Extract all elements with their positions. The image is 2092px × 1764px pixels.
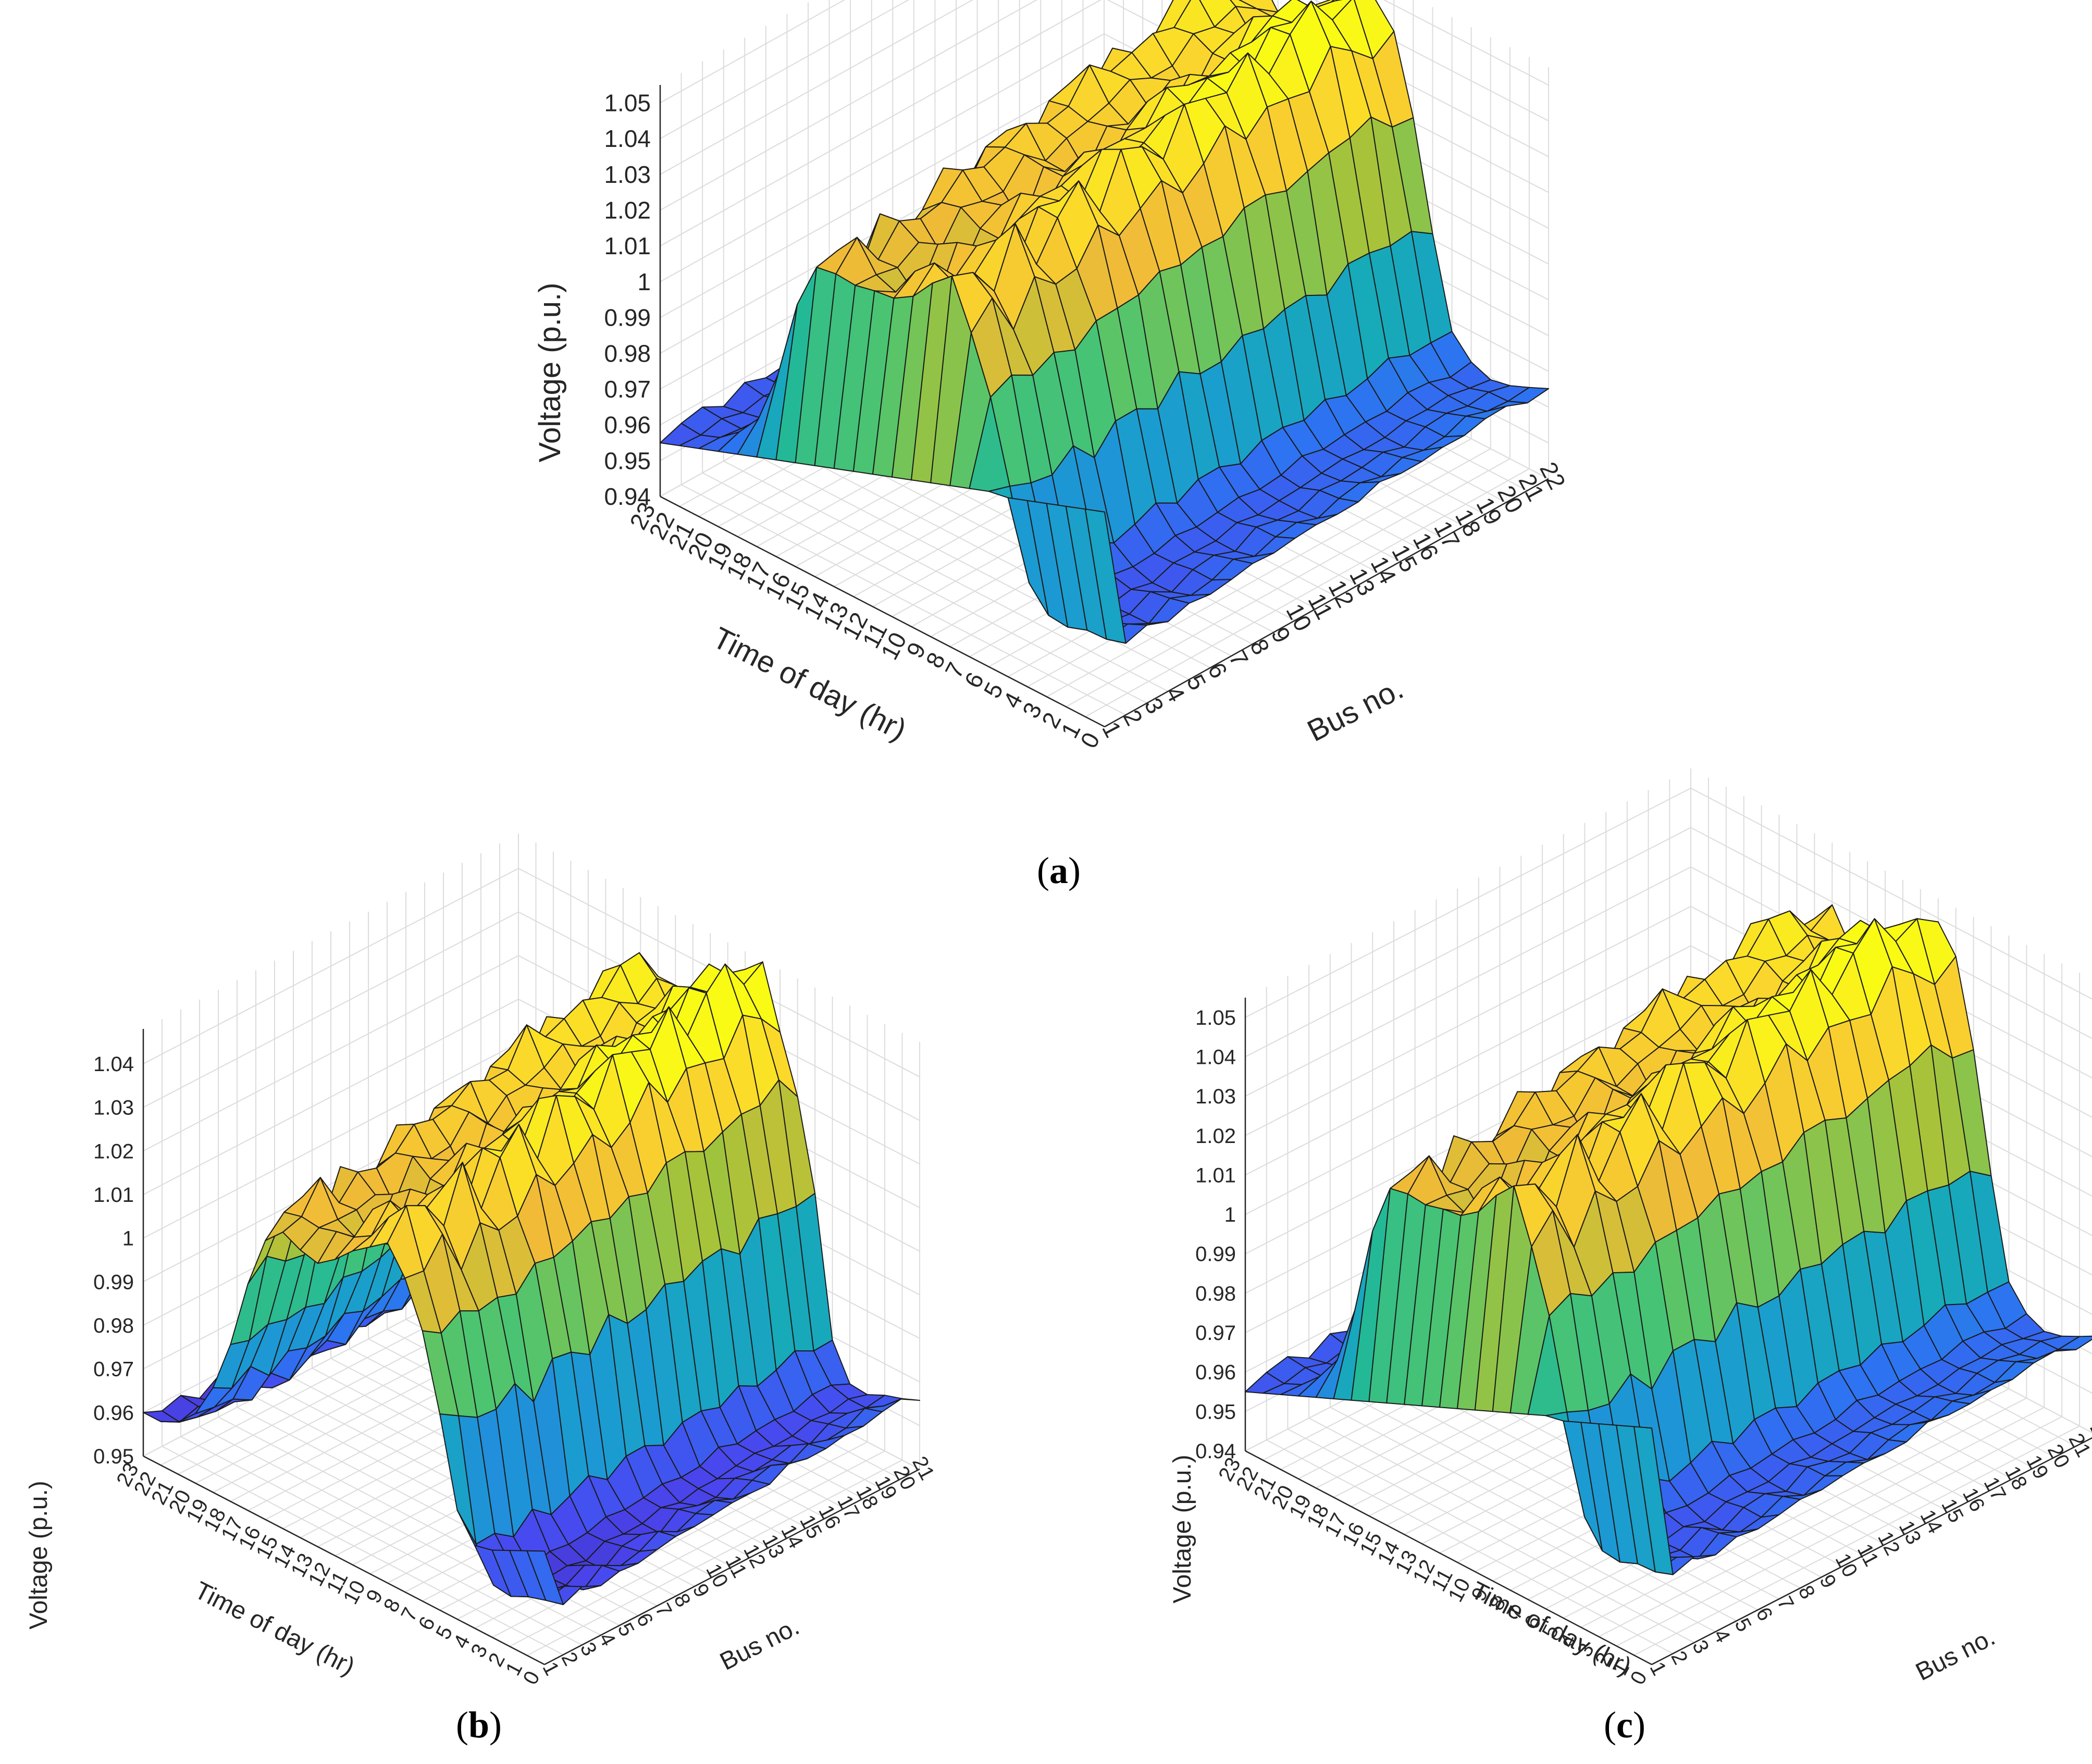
floor-grid-line <box>681 484 1127 716</box>
caption-b: (b) <box>456 1704 502 1746</box>
z-tick-label: 1.01 <box>604 232 651 259</box>
z-tick-label: 1.03 <box>93 1097 134 1120</box>
surface-chart-c: 0.94 0.95 0.96 0.97 0.98 0.99 1 1.01 1.02 1.03 1.0… <box>1169 768 2092 1688</box>
z-tick-label: 0.97 <box>1195 1322 1236 1345</box>
wall-grid-line <box>143 867 920 1077</box>
wall-grid-line <box>143 911 920 1121</box>
z-tick-label: 0.95 <box>1195 1400 1236 1423</box>
floor-grid-line <box>180 1436 583 1646</box>
chart-panel-c: 0.94 0.95 0.96 0.97 0.98 0.99 1 1.01 1.02 1.03 1.0… <box>1094 768 2092 1688</box>
floor-grid-line <box>1372 1385 1779 1600</box>
time-axis-line <box>1245 1450 1652 1666</box>
z-tick-label: 1 <box>637 268 651 295</box>
floor-grid-line <box>1046 448 1491 698</box>
floor-grid-line <box>1351 1396 1759 1611</box>
floor-grid-line <box>1287 1428 1694 1643</box>
z-axis-label: Voltage (p.u.) <box>1169 1455 1196 1604</box>
surface-chart-b: 0.950.960.970.980.9911.011.021.031.04012… <box>25 834 939 1688</box>
z-tick-label: 1.03 <box>1195 1085 1236 1108</box>
z-tick-label: 1 <box>1224 1203 1236 1226</box>
z-tick-label: 1.05 <box>1195 1007 1236 1029</box>
floor-grid-line <box>1616 1416 2062 1647</box>
z-tick-label: 1.03 <box>604 161 651 188</box>
z-tick-label: 0.95 <box>604 447 651 474</box>
z-tick-label: 0.94 <box>604 483 651 510</box>
floor-grid-line <box>1308 1418 1716 1633</box>
chart-panel-b: 0.95 0.96 0.97 0.98 0.99 1 1.01 1.02 1.03 1.04 0 1 2… <box>0 834 1042 1688</box>
floor-grid-line <box>1085 468 1530 717</box>
floor-grid-line <box>1066 458 1511 707</box>
bus-axis-label: Bus no. <box>1911 1623 1999 1686</box>
surface-mesh <box>660 0 1549 644</box>
z-tick-label: 0.99 <box>1195 1243 1236 1266</box>
caption-a: (a) <box>1037 850 1081 891</box>
bus-axis-line <box>1651 1437 2092 1666</box>
bus-axis-label: Bus no. <box>1302 672 1409 748</box>
floor-grid-line <box>1598 1407 2045 1637</box>
time-axis-line <box>143 1455 545 1666</box>
surface-face <box>526 1550 564 1605</box>
surface-mesh <box>143 952 920 1605</box>
z-tick-label: 1.04 <box>604 125 651 152</box>
floor-grid-line <box>1266 1439 1674 1654</box>
caption-c: (c) <box>1604 1704 1645 1746</box>
time-axis-line <box>660 495 1105 728</box>
z-axis-label: Voltage (p.u.) <box>533 283 567 463</box>
caption-letter-c: c <box>1616 1704 1633 1746</box>
floor-grid-line <box>723 461 1169 692</box>
z-tick-label: 0.97 <box>604 376 651 403</box>
z-tick-label: 0.98 <box>604 340 651 367</box>
z-tick-label: 0.94 <box>1195 1440 1236 1463</box>
z-tick-label: 1.02 <box>604 197 651 224</box>
z-tick-label: 0.99 <box>604 304 651 331</box>
wall-grid-line <box>660 0 1549 139</box>
z-axis-label: Voltage (p.u.) <box>25 1481 53 1630</box>
z-tick-label: 1.01 <box>1195 1164 1236 1187</box>
floor-grid-line <box>162 1446 564 1656</box>
surface-face <box>1633 1426 1674 1575</box>
caption-letter-a: a <box>1049 850 1068 891</box>
z-tick-label: 1.01 <box>93 1184 134 1207</box>
z-tick-label: 0.96 <box>1195 1361 1236 1384</box>
z-tick-label: 0.96 <box>604 412 651 439</box>
wall-grid-line <box>1245 827 2092 1058</box>
floor-grid-line <box>1633 1425 2080 1656</box>
floor-grid-line <box>702 472 1147 704</box>
surface-chart-a: 0.94 0.95 0.96 0.97 0.98 0.99 1 1.01 1.02 1.03 1.0… <box>533 0 1571 752</box>
caption-letter-b: b <box>468 1704 490 1746</box>
bus-axis-line <box>544 1468 920 1666</box>
bus-axis-label: Bus no. <box>715 1613 803 1676</box>
wall-grid-line <box>660 0 1549 104</box>
z-tick-label: 1 <box>122 1227 134 1250</box>
chart-panel-a: 0.94 0.95 0.96 0.97 0.98 0.99 1 1.01 1.02 1.03 1.0… <box>0 0 2092 813</box>
wall-grid-line <box>1245 787 2092 1018</box>
z-tick-label: 0.96 <box>93 1401 134 1424</box>
surface-mesh <box>1245 904 2092 1575</box>
z-tick-label: 1.02 <box>93 1140 134 1163</box>
z-tick-label: 0.97 <box>93 1358 134 1381</box>
surface-face <box>1084 508 1127 644</box>
z-tick-label: 0.99 <box>93 1271 134 1294</box>
time-axis-label: Time of day (hr) <box>1467 1576 1636 1681</box>
z-tick-label: 1.04 <box>93 1053 134 1076</box>
z-tick-label: 0.98 <box>93 1314 134 1337</box>
z-tick-label: 0.98 <box>1195 1282 1236 1305</box>
z-tick-label: 1.05 <box>604 89 651 116</box>
bus-axis-line <box>1104 478 1549 728</box>
floor-grid-line <box>199 1426 601 1636</box>
z-tick-label: 1.04 <box>1195 1046 1236 1069</box>
z-tick-label: 0.95 <box>93 1445 134 1468</box>
z-tick-label: 1.02 <box>1195 1125 1236 1148</box>
floor-grid-line <box>1580 1397 2027 1628</box>
floor-grid-line <box>1330 1407 1737 1622</box>
